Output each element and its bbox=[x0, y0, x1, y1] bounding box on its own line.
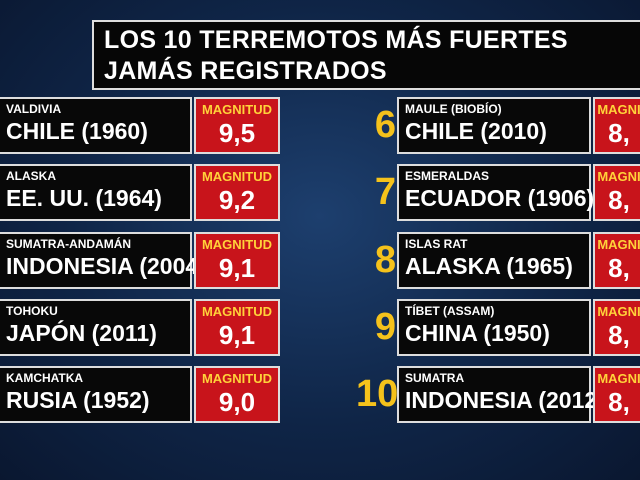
magnitude-label: MAGNI bbox=[597, 237, 640, 252]
magnitude-box: MAGNITUD 9,5 bbox=[194, 97, 280, 154]
country: INDONESIA (2004) bbox=[6, 253, 206, 279]
magnitude-box: MAGNI 8, bbox=[593, 366, 640, 423]
magnitude-label: MAGNITUD bbox=[201, 371, 273, 386]
entry-box: ESMERALDAS ECUADOR (1906) bbox=[397, 164, 595, 221]
magnitude-label: MAGNI bbox=[597, 304, 640, 319]
magnitude-box: MAGNI 8, bbox=[593, 232, 640, 289]
rank: 8 bbox=[374, 239, 396, 281]
place: ESMERALDAS bbox=[405, 169, 490, 183]
magnitude-value: 8, bbox=[608, 118, 630, 148]
country: RUSIA (1952) bbox=[6, 387, 150, 413]
magnitude-value: 9,1 bbox=[218, 320, 256, 350]
magnitude-label: MAGNITUD bbox=[201, 237, 273, 252]
place: MAULE (BIOBÍO) bbox=[405, 102, 502, 116]
country: INDONESIA (2012) bbox=[405, 387, 605, 413]
magnitude-value: 9,0 bbox=[218, 387, 256, 417]
entry-box: MAULE (BIOBÍO) CHILE (2010) bbox=[397, 97, 591, 154]
place: ALASKA bbox=[6, 169, 56, 183]
magnitude-value: 8, bbox=[608, 253, 630, 283]
title-line: JAMÁS REGISTRADOS bbox=[104, 57, 387, 85]
magnitude-value: 8, bbox=[608, 185, 630, 215]
place: VALDIVIA bbox=[6, 102, 62, 116]
magnitude-box: MAGNI 8, bbox=[593, 164, 640, 221]
country: JAPÓN (2011) bbox=[6, 320, 157, 346]
magnitude-box: MAGNI 8, bbox=[593, 299, 640, 356]
magnitude-box: MAGNITUD 9,0 bbox=[194, 366, 280, 423]
magnitude-box: MAGNITUD 9,2 bbox=[194, 164, 280, 221]
magnitude-label: MAGNI bbox=[597, 102, 640, 117]
entry-box: TOHOKU JAPÓN (2011) bbox=[0, 299, 192, 356]
magnitude-label: MAGNITUD bbox=[201, 102, 273, 117]
rank: 9 bbox=[374, 306, 396, 348]
country: CHILE (2010) bbox=[405, 118, 547, 144]
entry-box: TÍBET (ASSAM) CHINA (1950) bbox=[397, 299, 591, 356]
country: ECUADOR (1906) bbox=[405, 185, 595, 211]
magnitude-value: 8, bbox=[608, 387, 630, 417]
title-box: LOS 10 TERREMOTOS MÁS FUERTES JAMÁS REGI… bbox=[92, 20, 640, 90]
rank: 10 bbox=[356, 373, 399, 415]
place: TOHOKU bbox=[6, 304, 58, 318]
rank: 7 bbox=[374, 171, 396, 213]
magnitude-box: MAGNI 8, bbox=[593, 97, 640, 154]
magnitude-label: MAGNI bbox=[597, 371, 640, 386]
country: ALASKA (1965) bbox=[405, 253, 573, 279]
entry-box: KAMCHATKA RUSIA (1952) bbox=[0, 366, 192, 423]
rank: 6 bbox=[374, 104, 396, 146]
place: ISLAS RAT bbox=[405, 237, 468, 251]
country: CHINA (1950) bbox=[405, 320, 550, 346]
magnitude-label: MAGNITUD bbox=[201, 304, 273, 319]
entry-box: ALASKA EE. UU. (1964) bbox=[0, 164, 192, 221]
country: EE. UU. (1964) bbox=[6, 185, 162, 211]
entry-box: SUMATRA-ANDAMÁN INDONESIA (2004) bbox=[0, 232, 206, 289]
magnitude-value: 9,2 bbox=[218, 185, 256, 215]
magnitude-box: MAGNITUD 9,1 bbox=[194, 299, 280, 356]
magnitude-value: 9,5 bbox=[218, 118, 256, 148]
place: SUMATRA-ANDAMÁN bbox=[6, 237, 132, 251]
magnitude-label: MAGNITUD bbox=[201, 169, 273, 184]
magnitude-box: MAGNITUD 9,1 bbox=[194, 232, 280, 289]
entry-box: ISLAS RAT ALASKA (1965) bbox=[397, 232, 591, 289]
entry-box: VALDIVIA CHILE (1960) bbox=[0, 97, 192, 154]
place: KAMCHATKA bbox=[6, 371, 84, 385]
place: TÍBET (ASSAM) bbox=[405, 304, 495, 318]
entry-box: SUMATRA INDONESIA (2012) bbox=[397, 366, 605, 423]
title-line: LOS 10 TERREMOTOS MÁS FUERTES bbox=[104, 26, 568, 54]
place: SUMATRA bbox=[405, 371, 465, 385]
magnitude-value: 9,1 bbox=[218, 253, 256, 283]
country: CHILE (1960) bbox=[6, 118, 148, 144]
magnitude-value: 8, bbox=[608, 320, 630, 350]
magnitude-label: MAGNI bbox=[597, 169, 640, 184]
